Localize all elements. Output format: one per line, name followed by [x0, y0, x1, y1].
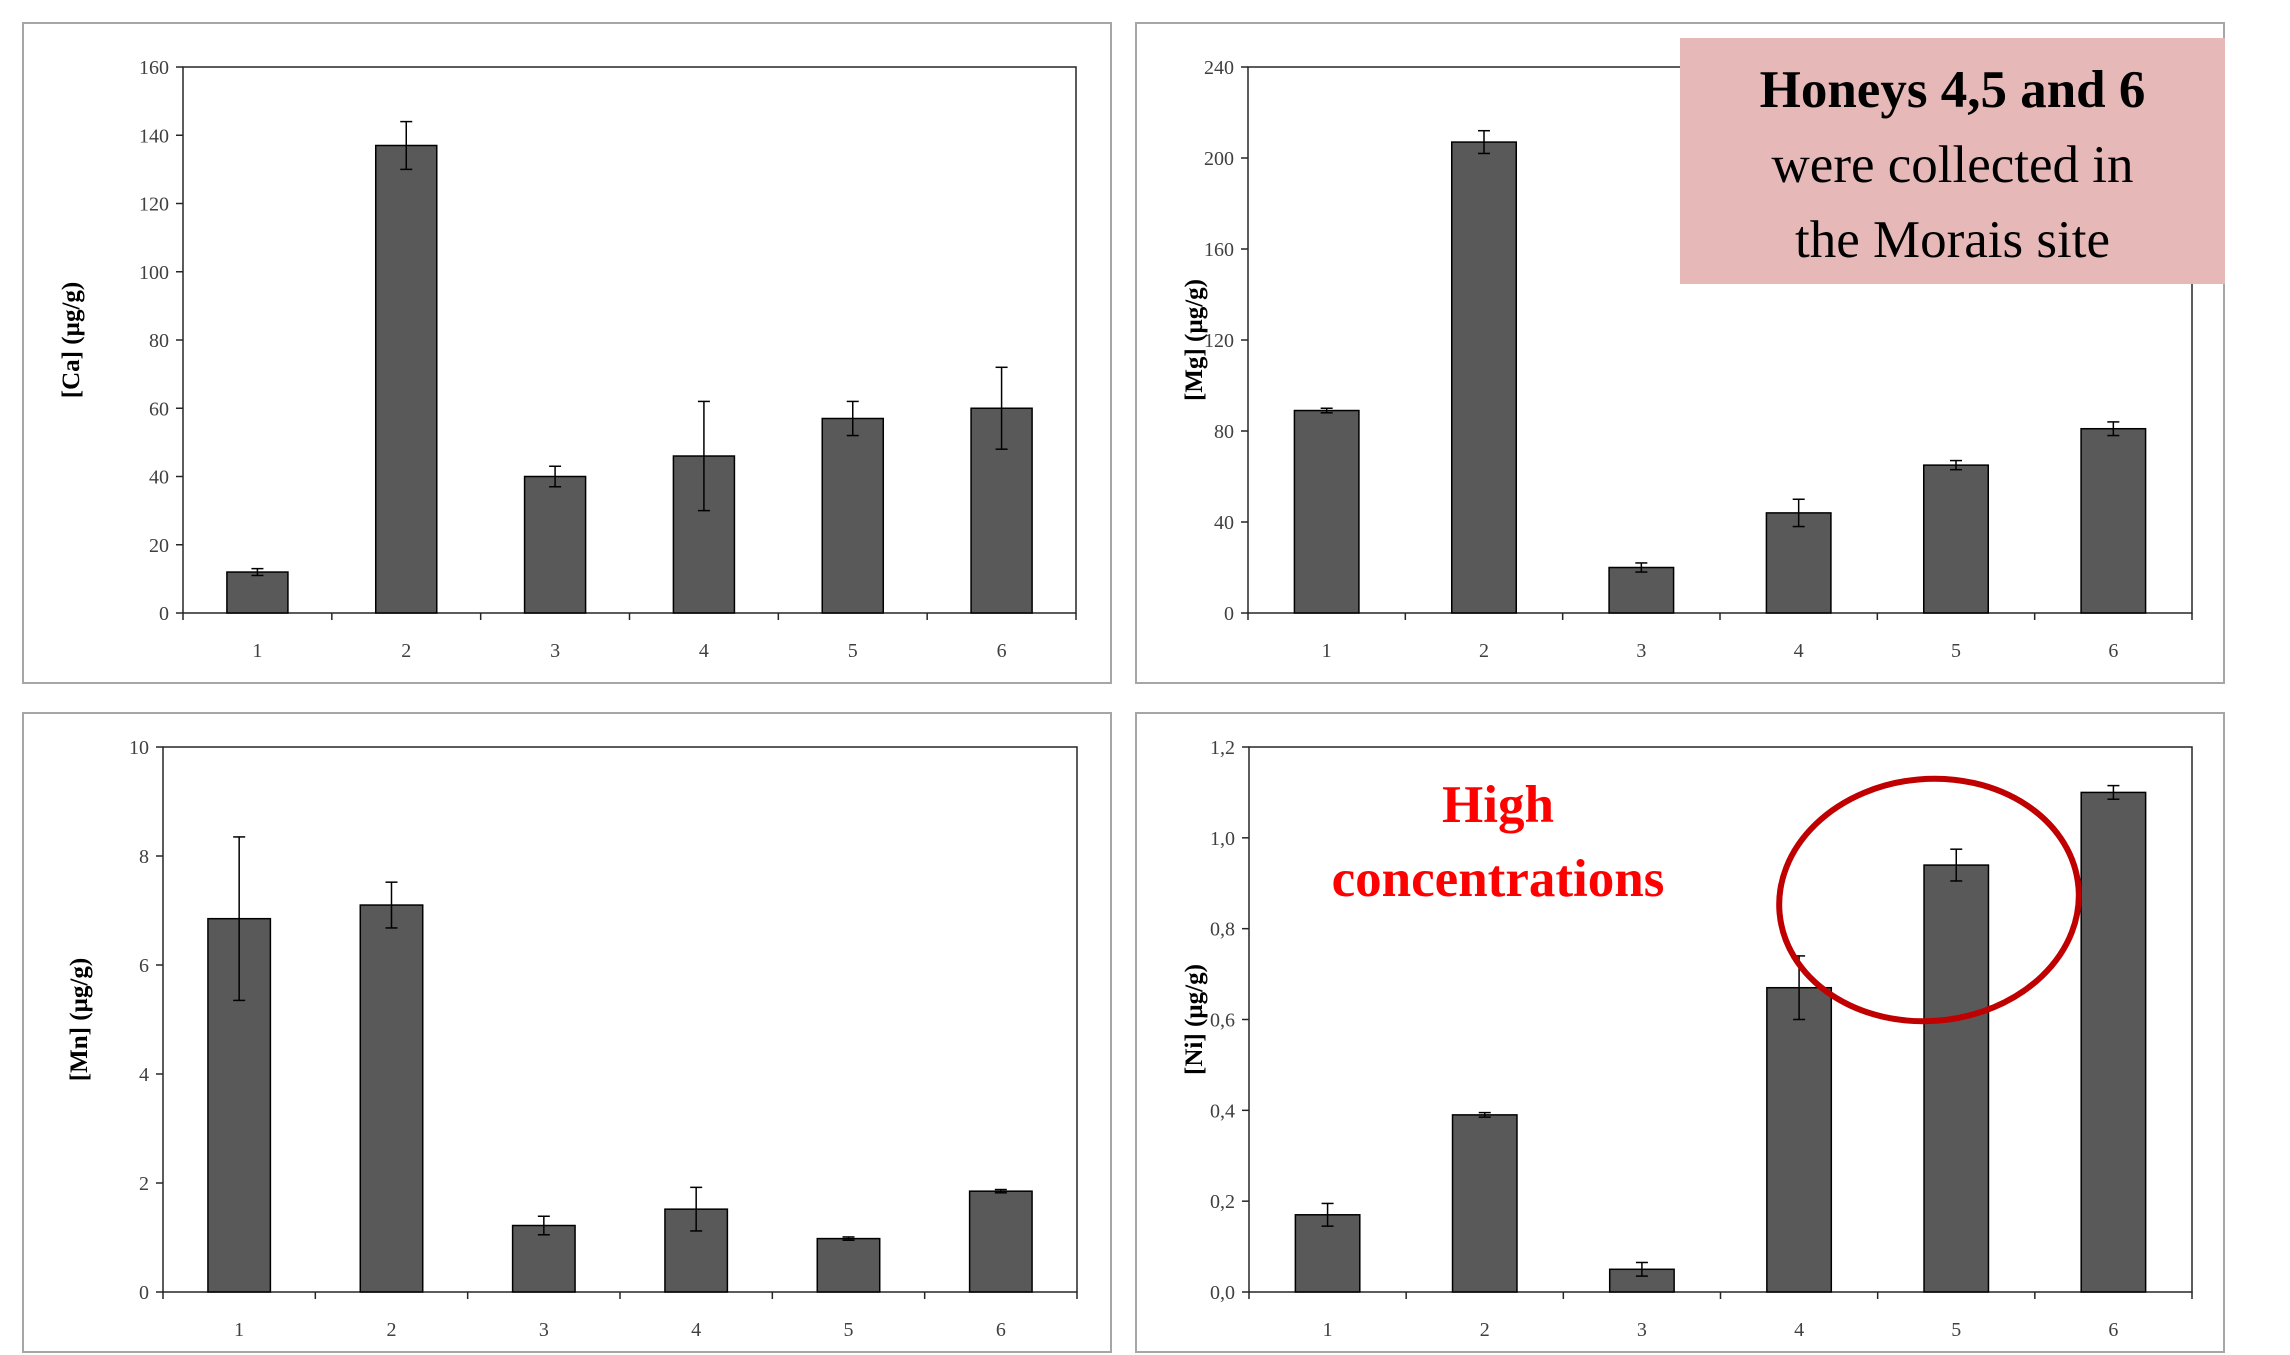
mn-bar-6 — [970, 1191, 1032, 1292]
ni-y-tick-label: 0,8 — [1210, 919, 1235, 941]
mg-x-tick-label: 1 — [1322, 640, 1332, 662]
mn-y-tick-label: 2 — [139, 1173, 149, 1195]
mn-y-tick-label: 4 — [139, 1064, 149, 1086]
ca-y-tick-label: 80 — [149, 330, 169, 352]
honeys-info-box: Honeys 4,5 and 6 were collected in the M… — [1680, 38, 2225, 284]
mn-bar-2 — [360, 905, 422, 1292]
ni-y-tick-label: 0,4 — [1210, 1100, 1235, 1122]
mg-bar-2 — [1452, 142, 1517, 613]
mg-bar-3 — [1609, 568, 1674, 614]
ni-y-tick-label: 1,2 — [1210, 737, 1235, 759]
ca-y-tick-label: 40 — [149, 467, 169, 489]
mg-x-tick-label: 3 — [1636, 640, 1646, 662]
ca-bar-2 — [376, 145, 437, 613]
ni-bar-5 — [1924, 865, 1988, 1292]
ca-x-tick-label: 2 — [401, 640, 411, 662]
mg-y-tick-label: 240 — [1204, 57, 1234, 79]
ni-bar-2 — [1453, 1115, 1517, 1292]
ca-y-tick-label: 120 — [139, 194, 169, 216]
high-label-line-2: concentrations — [1288, 842, 1708, 916]
ca-y-tick-label: 160 — [139, 57, 169, 79]
ca-x-tick-label: 4 — [699, 640, 709, 662]
ca-x-tick-label: 6 — [997, 640, 1007, 662]
ca-y-tick-label: 140 — [139, 125, 169, 147]
mn-x-tick-label: 5 — [844, 1319, 854, 1341]
ni-x-tick-label: 1 — [1323, 1319, 1333, 1341]
ca-y-tick-label: 60 — [149, 398, 169, 420]
ni-bar-4 — [1767, 988, 1831, 1292]
ni-x-tick-label: 3 — [1637, 1319, 1647, 1341]
ca-x-tick-label: 3 — [550, 640, 560, 662]
ca-x-tick-label: 1 — [252, 640, 262, 662]
mg-bar-1 — [1294, 411, 1359, 613]
ni-x-tick-label: 6 — [2108, 1319, 2118, 1341]
mn-x-tick-label: 1 — [234, 1319, 244, 1341]
info-box-line-3: the Morais site — [1680, 203, 2225, 278]
ca-chart-panel: 0 20 40 60 80 100 120 140 160 1 2 3 4 5 6 [Ca] (µg/g) — [22, 22, 1112, 684]
mg-y-tick-label: 40 — [1214, 512, 1234, 534]
ca-bar-3 — [525, 477, 586, 614]
mn-chart-panel: 0 2 4 6 8 10 1 2 3 4 5 6 [Mn] (µg/g) — [22, 712, 1112, 1353]
mg-y-tick-label: 120 — [1204, 330, 1234, 352]
ni-y-tick-label: 0,2 — [1210, 1191, 1235, 1213]
ni-bar-6 — [2081, 792, 2145, 1292]
mg-bar-5 — [1924, 465, 1989, 613]
mn-bar-5 — [817, 1239, 879, 1292]
mn-y-tick-label: 10 — [129, 737, 149, 759]
mg-x-tick-label: 2 — [1479, 640, 1489, 662]
high-label-line-1: High — [1288, 768, 1708, 842]
mn-x-tick-label: 2 — [387, 1319, 397, 1341]
mn-x-tick-label: 3 — [539, 1319, 549, 1341]
mn-x-tick-label: 4 — [691, 1319, 701, 1341]
mg-bar-4 — [1766, 513, 1831, 613]
mg-bar-6 — [2081, 429, 2146, 613]
mg-y-tick-label: 80 — [1214, 421, 1234, 443]
mn-x-tick-label: 6 — [996, 1319, 1006, 1341]
ca-chart-svg: 0 20 40 60 80 100 120 140 160 1 2 3 4 5 6 [Ca] (µg/g) — [24, 24, 1114, 686]
ca-y-tick-label: 0 — [159, 603, 169, 625]
mn-y-tick-label: 0 — [139, 1282, 149, 1304]
mg-x-tick-label: 6 — [2108, 640, 2118, 662]
mn-plot-area — [163, 747, 1077, 1292]
mg-x-tick-label: 5 — [1951, 640, 1961, 662]
mn-y-axis-label: [Mn] (µg/g) — [66, 958, 93, 1081]
mn-y-tick-label: 8 — [139, 846, 149, 868]
mg-x-tick-label: 4 — [1794, 640, 1804, 662]
ca-bar-1 — [227, 572, 288, 613]
ni-y-tick-label: 0,6 — [1210, 1010, 1235, 1032]
mg-y-tick-label: 200 — [1204, 148, 1234, 170]
ca-x-tick-label: 5 — [848, 640, 858, 662]
info-box-line-2: were collected in — [1680, 128, 2225, 203]
ca-y-tick-label: 100 — [139, 262, 169, 284]
ni-y-tick-label: 0,0 — [1210, 1282, 1235, 1304]
ni-x-tick-label: 4 — [1794, 1319, 1804, 1341]
ni-y-tick-label: 1,0 — [1210, 828, 1235, 850]
high-concentrations-label: High concentrations — [1288, 768, 1708, 916]
mg-y-axis-label: [Mg] (µg/g) — [1181, 279, 1208, 401]
ca-y-axis-label: [Ca] (µg/g) — [58, 282, 85, 398]
info-box-title: Honeys 4,5 and 6 — [1680, 53, 2225, 128]
ca-y-tick-label: 20 — [149, 535, 169, 557]
mg-y-tick-label: 160 — [1204, 239, 1234, 261]
mg-y-tick-label: 0 — [1224, 603, 1234, 625]
ca-plot-area — [183, 67, 1076, 613]
ca-bar-5 — [822, 418, 883, 613]
ni-x-tick-label: 5 — [1951, 1319, 1961, 1341]
mn-y-tick-label: 6 — [139, 955, 149, 977]
ni-y-axis-label: [Ni] (µg/g) — [1181, 964, 1208, 1075]
ni-x-tick-label: 2 — [1480, 1319, 1490, 1341]
